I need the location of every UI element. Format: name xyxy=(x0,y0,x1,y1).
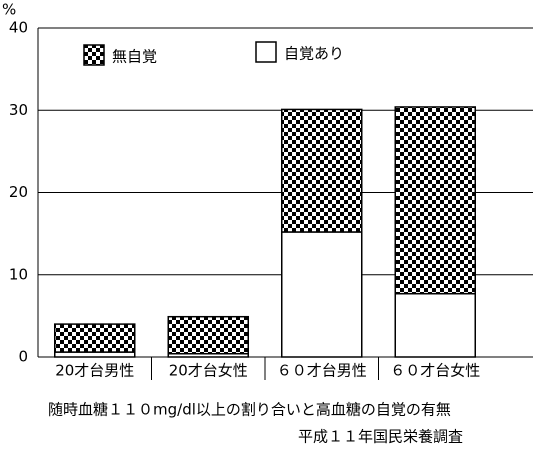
bar-segment xyxy=(167,315,249,355)
legend-swatch xyxy=(83,44,105,66)
y-tick-label: 0 xyxy=(18,348,28,366)
y-tick-label: 40 xyxy=(9,19,28,37)
y-unit-label: % xyxy=(2,1,16,19)
y-tick-label: 30 xyxy=(9,101,28,119)
legend-label: 自覚あり xyxy=(284,45,344,63)
x-tick-label: 20才台女性 xyxy=(169,362,248,380)
caption: 随時血糖１１０mg/dl以上の割り合いと高血糖の自覚の有無 xyxy=(48,401,451,419)
legend-label: 無自覚 xyxy=(112,48,157,66)
y-tick-label: 20 xyxy=(9,183,28,201)
bar-segment xyxy=(281,231,363,358)
bar-segment xyxy=(281,108,363,233)
bar-segment xyxy=(394,106,476,295)
bar-segment xyxy=(394,292,476,358)
x-tick-label: 20才台男性 xyxy=(55,362,134,380)
caption: 平成１１年国民栄養調査 xyxy=(298,428,463,446)
y-tick-label: 10 xyxy=(9,265,28,283)
legend-swatch xyxy=(255,41,277,63)
x-tick-label: ６０才台男性 xyxy=(277,362,367,380)
bar-segment xyxy=(54,323,136,353)
x-tick-label: ６０才台女性 xyxy=(390,362,480,380)
